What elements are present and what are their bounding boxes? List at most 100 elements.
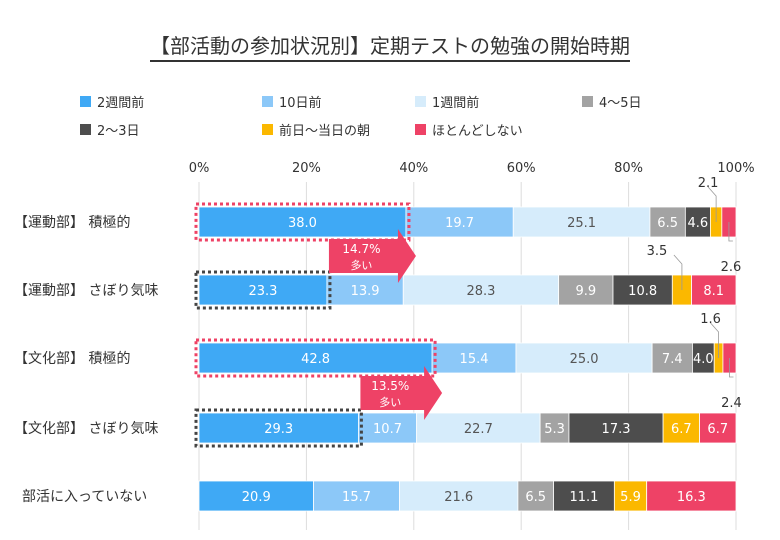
legend-item: 前日〜当日の朝	[262, 120, 370, 139]
legend-swatch	[582, 96, 593, 107]
data-label: 1.6	[700, 312, 721, 327]
data-label: 21.6	[444, 490, 473, 505]
data-label: 2.1	[698, 176, 719, 191]
leader-line	[673, 254, 683, 290]
bar-segment	[313, 480, 400, 512]
bar-segment	[416, 412, 541, 444]
highlight-box	[194, 408, 363, 448]
bar-segment	[198, 274, 328, 306]
legend-item: ほとんどしない	[415, 120, 523, 139]
bar-segment	[699, 412, 737, 444]
data-label: 22.7	[464, 422, 493, 437]
data-label: 20.9	[242, 490, 271, 505]
bar-segment	[198, 206, 407, 238]
highlight-box	[194, 270, 332, 310]
data-label: 4.0	[693, 352, 714, 367]
bar-segment	[662, 412, 700, 444]
legend-swatch	[80, 96, 91, 107]
annotation-text: 多い	[379, 395, 401, 409]
legend-label: 2〜3日	[97, 124, 140, 139]
data-label: 6.7	[671, 422, 692, 437]
bar-segment	[431, 342, 517, 374]
category-label: 【運動部】 さぼり気味	[14, 283, 158, 299]
difference-arrow	[360, 366, 443, 420]
data-label: 9.9	[575, 284, 596, 299]
data-label: 5.3	[544, 422, 565, 437]
legend-item: 2週間前	[80, 92, 144, 111]
data-label: 15.4	[460, 352, 489, 367]
bar-segment	[646, 480, 737, 512]
leader-line	[729, 358, 734, 378]
data-label: 28.3	[466, 284, 495, 299]
category-label: 【運動部】 積極的	[14, 215, 130, 231]
bar-segment	[684, 206, 711, 238]
legend-label: 10日前	[279, 96, 322, 111]
data-label: 7.4	[662, 352, 683, 367]
leader-line	[728, 222, 733, 242]
data-label: 3.5	[647, 244, 668, 259]
legend-swatch	[415, 96, 426, 107]
data-label: 17.3	[602, 422, 631, 437]
highlight-box	[194, 202, 411, 242]
data-label: 5.9	[620, 490, 641, 505]
annotation-text: 多い	[350, 258, 372, 272]
legend-label: 前日〜当日の朝	[279, 124, 371, 139]
legend-item: 10日前	[262, 92, 322, 111]
legend-swatch	[262, 96, 273, 107]
x-tick-label: 0%	[189, 161, 210, 176]
data-label: 42.8	[301, 352, 330, 367]
bar-segment	[539, 412, 570, 444]
legend-swatch	[262, 124, 273, 135]
data-label: 2.4	[721, 396, 742, 411]
category-label: 【文化部】 積極的	[14, 351, 130, 367]
bar-segment	[198, 342, 433, 374]
bar-segment	[613, 480, 648, 512]
data-label: 15.7	[342, 490, 371, 505]
legend-swatch	[80, 124, 91, 135]
legend-label: ほとんどしない	[432, 124, 523, 139]
bar-segment	[405, 206, 514, 238]
bar-segment	[326, 274, 404, 306]
legend-label: 2週間前	[97, 96, 145, 111]
difference-arrow	[328, 229, 416, 283]
leader-line	[710, 322, 719, 358]
x-tick-label: 80%	[614, 161, 643, 176]
data-label: 2.6	[721, 260, 742, 275]
data-label: 4.6	[688, 216, 709, 231]
bar-segment	[512, 206, 651, 238]
legend-swatch	[415, 124, 426, 135]
x-tick-label: 60%	[507, 161, 536, 176]
bar-segment	[399, 480, 519, 512]
data-label: 23.3	[248, 284, 277, 299]
data-label: 10.8	[628, 284, 657, 299]
data-label: 25.0	[570, 352, 599, 367]
chart-title: 【部活動の参加状況別】定期テストの勉強の開始時期	[0, 30, 780, 62]
data-label: 11.1	[569, 490, 598, 505]
bar-segment	[612, 274, 673, 306]
category-label: 部活に入っていない	[22, 489, 147, 505]
bar-segment	[402, 274, 560, 306]
bar-segment	[553, 480, 615, 512]
legend-item: 4〜5日	[582, 92, 642, 111]
data-label: 6.7	[707, 422, 728, 437]
bar-segment	[691, 274, 737, 306]
x-tick-label: 40%	[399, 161, 428, 176]
annotation-text: 13.5%	[371, 379, 409, 393]
x-tick-label: 100%	[717, 161, 754, 176]
bar-segment	[358, 412, 418, 444]
data-label: 6.5	[657, 216, 678, 231]
data-label: 19.7	[445, 216, 474, 231]
bar-segment	[651, 342, 693, 374]
bar-segment	[517, 480, 554, 512]
leader-line	[707, 186, 717, 222]
data-label: 16.3	[677, 490, 706, 505]
legend-label: 4〜5日	[599, 96, 642, 111]
legend-item: 1週間前	[415, 92, 479, 111]
x-tick-label: 20%	[292, 161, 321, 176]
annotation-text: 14.7%	[342, 242, 380, 256]
category-label: 【文化部】 さぼり気味	[14, 421, 158, 437]
legend-item: 2〜3日	[80, 120, 140, 139]
data-label: 29.3	[264, 422, 293, 437]
